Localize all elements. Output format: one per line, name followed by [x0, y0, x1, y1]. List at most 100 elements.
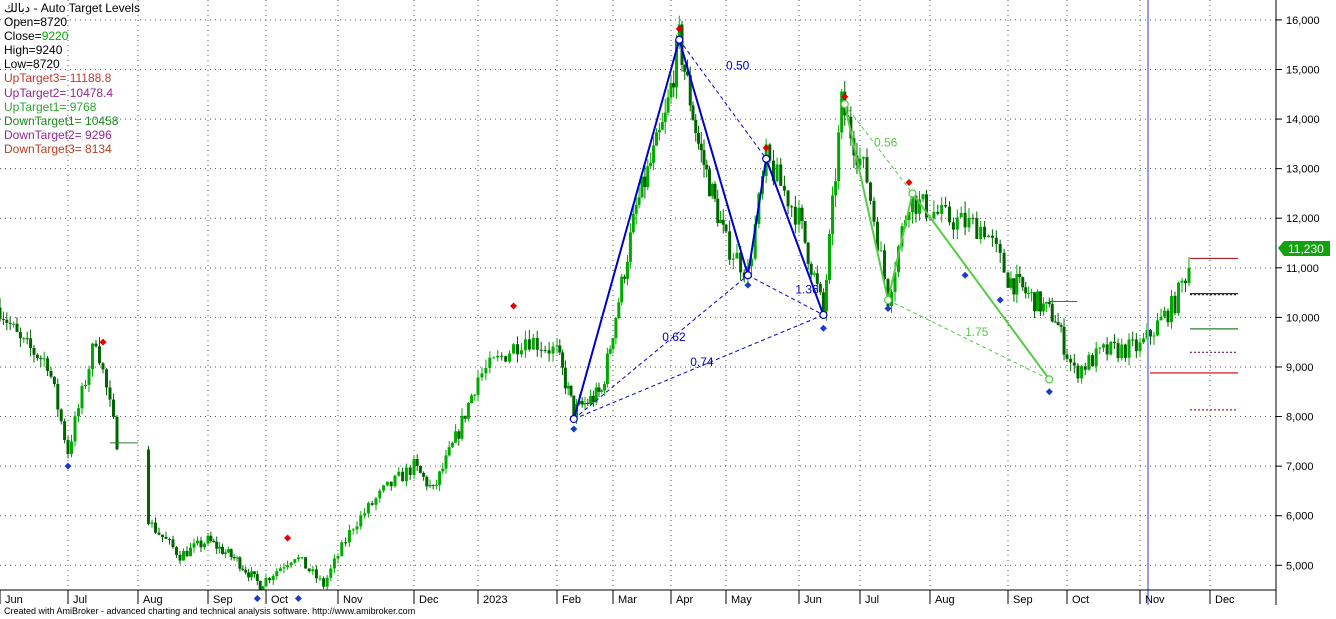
candle-body — [264, 578, 268, 587]
x-tick-label: Jun — [5, 594, 23, 606]
candle-body — [192, 543, 196, 548]
candle-body — [818, 283, 822, 293]
candle-body — [322, 578, 326, 587]
ratio-label: 0.62 — [662, 330, 686, 344]
candle-body — [168, 538, 171, 540]
candle-body — [261, 586, 265, 590]
candle-body — [572, 395, 576, 418]
candle-body — [87, 369, 91, 385]
candle-body — [771, 160, 775, 182]
candle-body — [967, 217, 971, 228]
blue-pattern-dashed — [573, 274, 749, 420]
candle-body — [834, 181, 838, 196]
swing-high-marker — [284, 534, 292, 542]
x-tick-label: Jul — [73, 594, 87, 606]
candle-body — [178, 554, 182, 561]
candle-body — [914, 196, 918, 214]
candle-body — [1105, 344, 1109, 355]
candle-body — [1027, 292, 1031, 294]
candle-body — [821, 292, 825, 312]
candle-body — [46, 358, 50, 371]
y-tick-label: 10,000 — [1286, 312, 1320, 324]
candle-body — [289, 562, 293, 566]
candle-body — [1102, 344, 1105, 348]
candle-body — [351, 529, 355, 531]
candle-body — [347, 530, 351, 543]
candle-body — [454, 431, 458, 443]
last-price-badge: 11,230 — [1278, 241, 1330, 256]
blue-pattern-node — [675, 35, 684, 44]
candle-body — [605, 353, 609, 384]
candle-body — [735, 252, 739, 259]
candle-body — [1159, 316, 1163, 321]
candle-body — [422, 472, 426, 477]
candle-body — [1062, 326, 1066, 355]
candle-body — [268, 578, 272, 581]
ratio-label: 0.56 — [874, 135, 898, 149]
candle-body — [161, 534, 164, 537]
candle-body — [724, 224, 728, 232]
candle-body — [229, 549, 233, 557]
y-tick-label: 6,000 — [1286, 511, 1314, 523]
candle-body — [29, 338, 33, 349]
candle-body — [660, 122, 664, 130]
candle-body — [705, 164, 709, 170]
swing-low-marker — [819, 324, 827, 332]
candle-body — [1166, 310, 1170, 323]
ratio-label: 1.75 — [965, 325, 989, 339]
candle-body — [611, 338, 615, 350]
candle-body — [56, 384, 60, 410]
candle-body — [385, 481, 389, 486]
candle-body — [753, 224, 757, 259]
candle-body — [101, 363, 105, 370]
candle-body — [918, 199, 921, 214]
candle-body — [990, 235, 994, 238]
candle-body — [865, 157, 869, 183]
candle-body — [241, 568, 245, 570]
candle-body — [921, 194, 925, 200]
candle-body — [304, 557, 308, 569]
x-tick-label: Feb — [562, 594, 581, 606]
candle-body — [150, 522, 154, 524]
candle-body — [1187, 267, 1191, 284]
candle-body — [655, 132, 658, 146]
candle-body — [1116, 343, 1120, 359]
green-pattern-node — [840, 100, 849, 109]
candle-body — [872, 200, 876, 222]
x-tick-label: 2023 — [483, 594, 507, 606]
candle-body — [603, 383, 607, 391]
candle-body — [1098, 347, 1102, 349]
low-row: Low=8720 — [4, 57, 60, 72]
candle-body — [1173, 295, 1177, 314]
candle-body — [591, 395, 595, 403]
candle-body — [790, 206, 794, 208]
candle-body — [293, 559, 297, 563]
candle-body — [1009, 278, 1013, 288]
candle-body — [987, 235, 990, 238]
high-value: 9240 — [35, 43, 63, 58]
x-tick-label: Aug — [935, 594, 955, 606]
candle-body — [897, 246, 900, 273]
symbol: دبالك — [4, 1, 31, 15]
indicator-name: - Auto Target Levels — [30, 1, 140, 15]
swing-high-marker — [510, 302, 518, 310]
x-tick-label: Apr — [676, 594, 693, 606]
candle-body — [555, 345, 559, 347]
candle-body — [1059, 325, 1063, 327]
candle-body — [597, 387, 601, 392]
y-tick-label: 11,000 — [1286, 263, 1319, 275]
x-tick-label: Sep — [213, 594, 233, 606]
green-pattern-dashed — [844, 103, 913, 194]
candle-body — [1038, 291, 1042, 312]
candle-body — [1018, 274, 1022, 278]
candle-body — [876, 221, 879, 251]
ratio-label: 0.50 — [726, 58, 750, 72]
candle-body — [91, 343, 94, 370]
candle-body — [883, 250, 886, 280]
candle-body — [206, 535, 210, 544]
blue-pattern-node — [762, 154, 771, 163]
swing-high-marker — [841, 93, 849, 101]
candle-body — [252, 571, 256, 575]
candle-body — [296, 557, 300, 560]
